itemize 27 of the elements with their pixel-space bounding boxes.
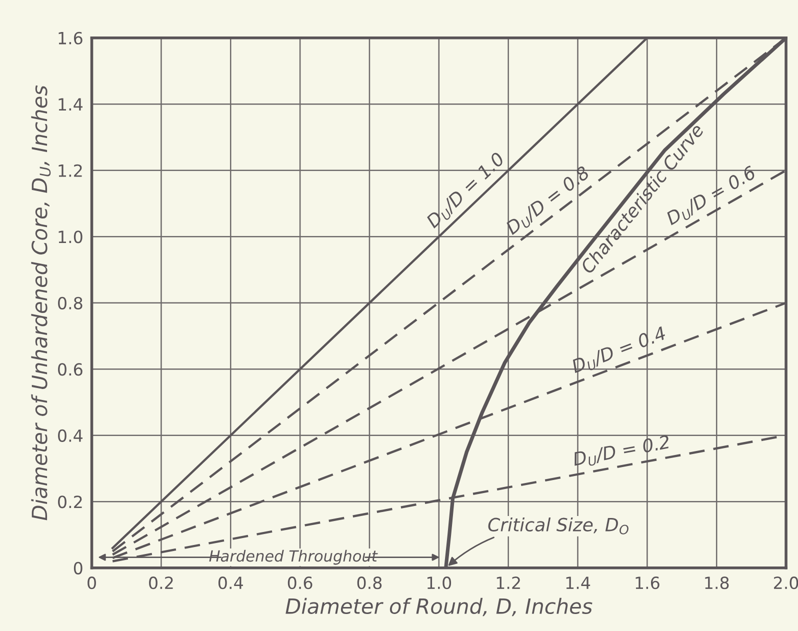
x-tick-label: 1.8 (705, 576, 729, 590)
x-tick-label: 0.6 (288, 576, 312, 590)
y-tick-label: 1.0 (58, 230, 82, 244)
x-tick-label: 1.4 (566, 576, 590, 589)
text: D$_{U}$/D = 0.2 (572, 434, 671, 469)
x-tick-label: 2.0 (774, 576, 798, 590)
y-tick-label: 0.2 (58, 496, 82, 508)
x-tick-label: 0.8 (357, 576, 382, 590)
annotation: Hardened Throughout (209, 550, 378, 565)
annotation: Critical Size, D$_{O}$ (488, 517, 628, 534)
x-tick-label: 0 (88, 576, 96, 590)
y-tick-label: 1.2 (58, 164, 82, 177)
text: D$_{U}$/D = 0.4 (570, 326, 668, 376)
x-tick-label: 0.4 (218, 576, 243, 590)
x-axis-title: Diameter of Round, D, Inches (286, 598, 592, 616)
text: D$_{U}$/D = 1.0 (425, 151, 506, 229)
y-tick-label: 0.8 (58, 296, 82, 310)
y-axis-title: Diameter of Unhardened Core, D$_{U}$, Inches (31, 85, 51, 520)
x-tick-label: 0.2 (149, 576, 173, 590)
y-tick-label: 0.4 (58, 429, 82, 442)
y-tick-label: 0.6 (58, 363, 82, 376)
y-tick-label: 1.4 (58, 98, 82, 110)
y-tick-label: 0 (74, 562, 82, 574)
y-tick-label: 1.6 (58, 32, 82, 44)
x-tick-label: 1.6 (636, 576, 660, 590)
x-tick-label: 1.2 (496, 576, 520, 589)
x-tick-label: 1.0 (427, 576, 452, 590)
